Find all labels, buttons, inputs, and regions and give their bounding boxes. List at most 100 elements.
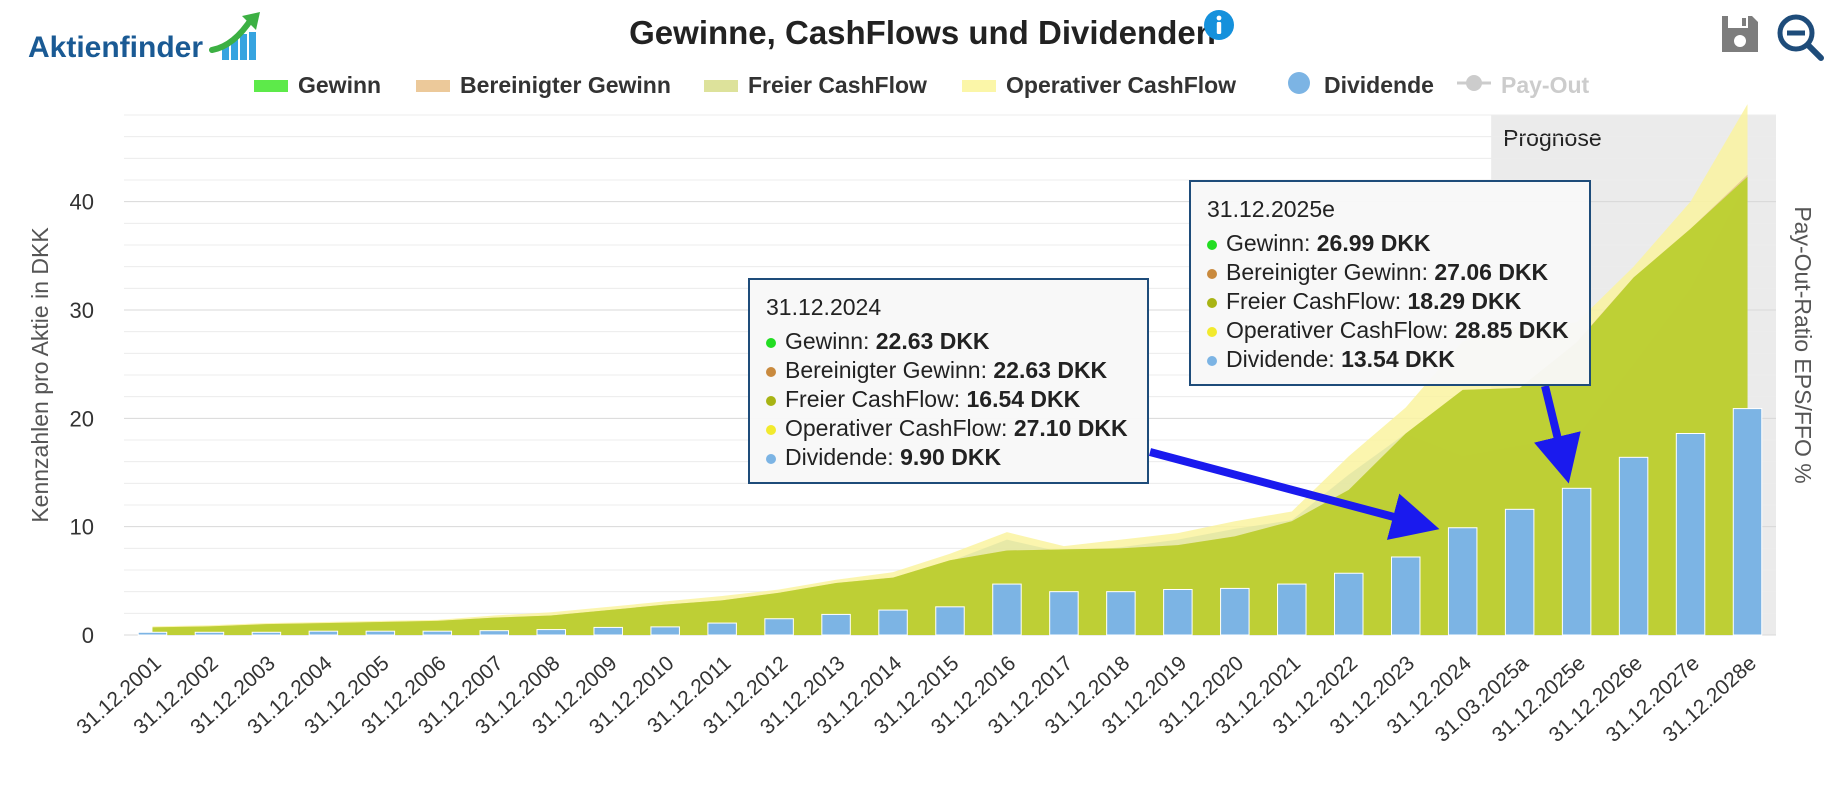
tooltip-value: 16.54 DKK xyxy=(966,386,1081,412)
tooltip-label: Gewinn: xyxy=(1226,230,1317,256)
bar-dividende xyxy=(1618,456,1649,636)
tooltip-date: 31.12.2024 xyxy=(766,294,882,320)
legend-swatch xyxy=(1288,72,1310,94)
legend-swatch xyxy=(962,80,996,92)
y-axis-title-right: Pay-Out-Ratio EPS/FFO % xyxy=(1790,206,1816,483)
tooltip-value: 22.63 DKK xyxy=(875,328,990,354)
bar-dividende xyxy=(764,618,794,636)
tooltip-dot xyxy=(1207,268,1217,279)
bar-dividende xyxy=(1334,572,1364,636)
tooltip-label: Freier CashFlow: xyxy=(785,386,967,412)
bar-dividende xyxy=(1106,591,1136,636)
bar-dividende xyxy=(593,626,623,636)
legend-label: Freier CashFlow xyxy=(748,72,927,98)
bar-dividende xyxy=(479,630,510,636)
legend-label: Pay-Out xyxy=(1501,72,1590,98)
tooltip-dot xyxy=(766,453,776,464)
forecast-label: Prognose xyxy=(1503,125,1601,151)
tooltip-row: Gewinn: 26.99 DKK xyxy=(1207,229,1573,258)
tooltip-label: Dividende: xyxy=(785,444,901,470)
bar-dividende xyxy=(422,630,453,636)
bar-dividende xyxy=(1675,433,1706,636)
tooltip-dot xyxy=(766,337,776,348)
bar-dividende xyxy=(308,630,339,636)
legend-label: Operativer CashFlow xyxy=(1006,72,1237,98)
tooltip-value: 18.29 DKK xyxy=(1407,288,1522,314)
zoom-out-icon[interactable] xyxy=(1775,12,1825,62)
tooltip-label: Freier CashFlow: xyxy=(1226,288,1408,314)
tooltip-label: Operativer CashFlow: xyxy=(785,415,1014,441)
tooltip-value: 13.54 DKK xyxy=(1341,346,1455,372)
bar-dividende xyxy=(650,626,680,636)
y-axis-title: Kennzahlen pro Aktie in DKK xyxy=(27,227,53,523)
tooltip-dot xyxy=(766,366,776,377)
annotation-arrow xyxy=(1534,385,1581,484)
bar-dividende xyxy=(1049,591,1079,636)
tooltip-value: 27.10 DKK xyxy=(1013,415,1128,441)
save-icon[interactable] xyxy=(1718,12,1762,56)
bar-dividende xyxy=(707,622,737,636)
tooltip-row: Dividende: 13.54 DKK xyxy=(1207,345,1573,374)
tooltip-value: 27.06 DKK xyxy=(1434,259,1549,285)
tooltip-dot xyxy=(1207,326,1217,337)
bar-dividende xyxy=(935,606,965,636)
bar-dividende xyxy=(1277,583,1307,636)
bar-dividende xyxy=(1447,527,1478,636)
tooltip-dot xyxy=(766,395,776,406)
tooltip-row: Bereinigter Gewinn: 22.63 DKK xyxy=(766,356,1131,385)
tooltip-label: Dividende: xyxy=(1226,346,1342,372)
logo-text: Aktienfinder xyxy=(28,31,203,64)
bar-dividende xyxy=(536,629,566,636)
tooltip-row: Dividende: 9.90 DKK xyxy=(766,443,1131,472)
tooltip-row: Freier CashFlow: 18.29 DKK xyxy=(1207,287,1573,316)
y-tick-label: 10 xyxy=(70,515,94,540)
tooltip-2024: 31.12.2024 Gewinn: 22.63 DKK Bereinigter … xyxy=(748,278,1149,484)
bar-dividende xyxy=(1561,487,1592,636)
bar-dividende xyxy=(1732,408,1763,636)
tooltip-value: 22.63 DKK xyxy=(993,357,1108,383)
tooltip-row: Freier CashFlow: 16.54 DKK xyxy=(766,385,1131,414)
bar-dividende xyxy=(1504,508,1535,636)
tooltip-date: 31.12.2025e xyxy=(1207,196,1335,222)
bar-dividende xyxy=(821,613,851,636)
area-gewinn xyxy=(152,176,1748,635)
tooltip-label: Bereinigter Gewinn: xyxy=(1226,259,1435,285)
info-icon[interactable] xyxy=(1203,9,1235,41)
bar-dividende xyxy=(1163,589,1193,636)
tooltip-row: Bereinigter Gewinn: 27.06 DKK xyxy=(1207,258,1573,287)
tooltip-value: 9.90 DKK xyxy=(900,444,1002,470)
legend-swatch xyxy=(1457,73,1491,93)
y-tick-label: 30 xyxy=(70,298,94,323)
y-tick-label: 40 xyxy=(70,190,94,215)
annotation-arrow xyxy=(1148,448,1440,540)
tooltip-value: 26.99 DKK xyxy=(1316,230,1431,256)
tooltip-dot xyxy=(1207,355,1217,366)
tooltip-label: Operativer CashFlow: xyxy=(1226,317,1455,343)
bar-dividende xyxy=(251,631,282,636)
tooltip-dot xyxy=(766,424,776,435)
bar-dividende xyxy=(1390,556,1421,636)
tooltip-row: Gewinn: 22.63 DKK xyxy=(766,327,1131,356)
tooltip-2025e: 31.12.2025e Gewinn: 26.99 DKK Bereinigter… xyxy=(1189,180,1591,386)
bar-dividende xyxy=(1220,587,1250,636)
tooltip-value: 28.85 DKK xyxy=(1454,317,1569,343)
tooltip-row: Operativer CashFlow: 28.85 DKK xyxy=(1207,316,1573,345)
legend-label: Gewinn xyxy=(298,72,382,98)
legend-label: Dividende xyxy=(1324,72,1434,98)
bar-dividende xyxy=(878,609,908,636)
y-tick-label: 0 xyxy=(82,623,94,648)
legend-swatch xyxy=(416,80,450,92)
bar-dividende xyxy=(194,631,225,636)
bar-dividende xyxy=(992,583,1022,636)
legend-swatch xyxy=(704,80,738,92)
legend-swatch xyxy=(254,80,288,92)
logo-bars-icon xyxy=(222,32,256,60)
tooltip-label: Gewinn: xyxy=(785,328,876,354)
tooltip-label: Bereinigter Gewinn: xyxy=(785,357,994,383)
legend-label: Bereinigter Gewinn xyxy=(460,72,671,98)
bar-dividende xyxy=(137,631,168,636)
y-tick-label: 20 xyxy=(70,406,94,431)
tooltip-row: Operativer CashFlow: 27.10 DKK xyxy=(766,414,1131,443)
tooltip-dot xyxy=(1207,239,1217,250)
